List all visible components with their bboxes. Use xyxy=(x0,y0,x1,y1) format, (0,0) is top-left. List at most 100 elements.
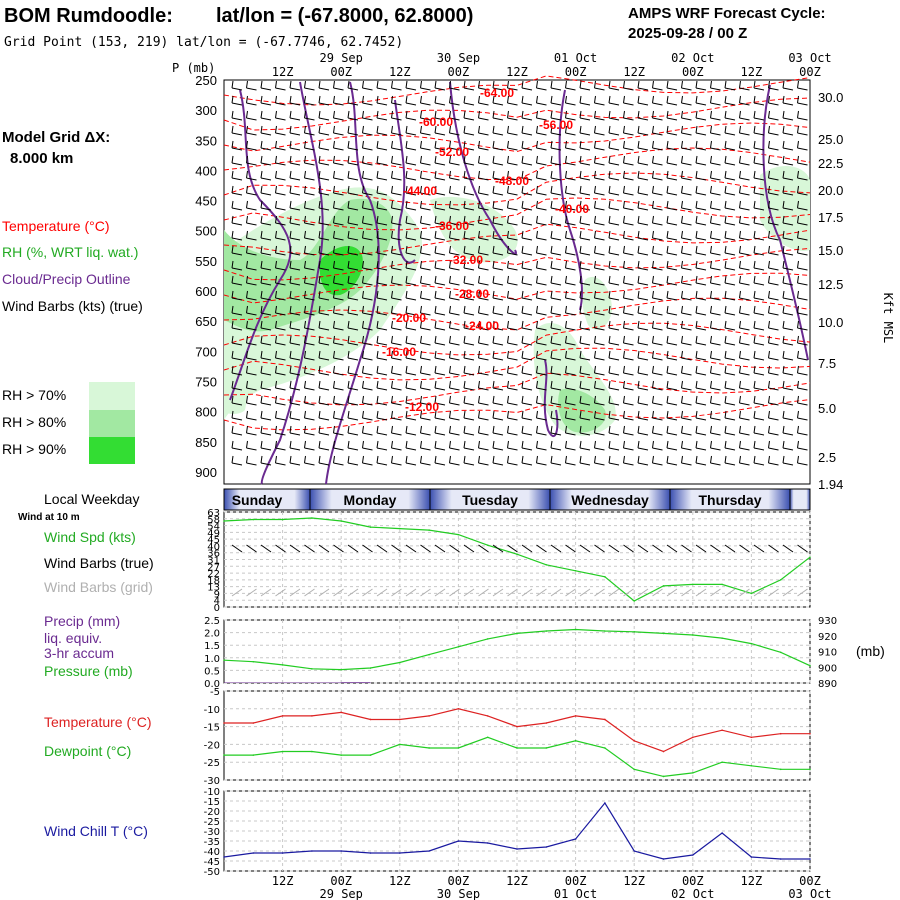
pressure-tick-label: 350 xyxy=(195,133,217,148)
temperature-contour-label: -32.00 xyxy=(449,253,483,267)
wind-barb-flag xyxy=(391,185,393,194)
wind-barb-flag xyxy=(739,320,741,329)
wind-barb-flag xyxy=(362,380,364,389)
wind-barb-flag xyxy=(623,215,625,224)
wind-barb-flag xyxy=(275,140,277,149)
wind-barb-shaft xyxy=(550,117,562,121)
height-tick-label: 12.5 xyxy=(818,277,843,292)
precip-liq-label: liq. equiv. xyxy=(44,630,102,646)
wind-barb-flag xyxy=(782,455,785,464)
wind-barb-flag xyxy=(594,440,596,449)
wind-barb-true xyxy=(724,544,736,553)
wind-barb-flag xyxy=(463,320,466,329)
wind-barb-shaft xyxy=(536,117,547,121)
legend-rh70-label: RH > 70% xyxy=(2,387,66,403)
wind-barb-flag xyxy=(304,380,306,389)
wind-barb-flag xyxy=(637,155,640,164)
wind-speed-line-point xyxy=(223,520,225,522)
wind-barb-shaft xyxy=(695,117,707,121)
wind-barb-shaft xyxy=(652,297,663,301)
wind-barb-shaft xyxy=(231,117,243,121)
wind-barb-flag xyxy=(434,155,437,164)
wind-barb-shaft xyxy=(637,222,649,226)
wind-barb-shaft xyxy=(478,102,489,106)
wind-barb-flag xyxy=(768,320,770,329)
height-tick-label: 20.0 xyxy=(818,183,843,198)
wind-barb-flag xyxy=(492,95,495,104)
wind-barb-flag xyxy=(405,185,408,194)
wind-barb-shaft xyxy=(376,327,388,331)
wind-barb-flag xyxy=(550,455,553,464)
wind-barb-flag xyxy=(623,380,625,389)
wind-barb-shaft xyxy=(695,252,707,256)
wind-barb-flag xyxy=(666,380,669,389)
wind-barb-flag xyxy=(376,350,379,359)
wind-barb-shaft xyxy=(405,357,417,361)
wind-barb-shaft xyxy=(550,402,562,406)
wind-barb-shaft xyxy=(608,177,620,181)
wind-barb-flag xyxy=(478,95,480,104)
top-date-label: 02 Oct xyxy=(671,51,714,65)
wind-barb-shaft xyxy=(434,372,446,376)
wind-barb-flag xyxy=(391,305,393,314)
panel-tick-label: 9 xyxy=(214,589,220,600)
wind-barb-flag xyxy=(405,410,408,419)
wind-barb-shaft xyxy=(739,162,750,166)
wind-barb-shaft xyxy=(347,192,359,196)
wind-barb-flag xyxy=(579,230,582,239)
wind-barb-flag xyxy=(289,335,292,344)
wind-barb-shaft xyxy=(420,132,431,136)
pressure-line-point xyxy=(750,642,753,645)
wind-barb-flag xyxy=(260,170,263,179)
wind-barb-flag xyxy=(579,365,582,374)
wind-barb-shaft xyxy=(739,267,750,271)
wind-barb-flag xyxy=(753,395,756,404)
pressure-line-point xyxy=(457,645,460,648)
wind-barb-shaft xyxy=(420,222,431,226)
wind-barb-flag xyxy=(463,350,466,359)
wind-barb-flag xyxy=(623,200,625,209)
wind-barb-flag xyxy=(289,185,292,194)
wind-barb-shaft xyxy=(768,207,779,211)
wind-barb-shaft xyxy=(304,357,315,361)
wind-barb-shaft xyxy=(623,102,634,106)
wind-barb-flag xyxy=(681,440,683,449)
wind-barb-shaft xyxy=(753,462,765,466)
panel-tick-label: -35 xyxy=(204,837,220,848)
wind-barb-flag xyxy=(666,320,669,329)
wind-barb-grid xyxy=(666,588,678,597)
wind-barb-shaft xyxy=(289,237,301,241)
rh70-area-mid xyxy=(430,196,518,263)
wind-barb-flag xyxy=(724,425,727,434)
wind-barb-flag xyxy=(739,80,741,89)
wind-barb-shaft xyxy=(550,237,562,241)
wind-barb-shaft xyxy=(463,222,475,226)
wind-barb-flag xyxy=(492,425,495,434)
wind-barb-flag xyxy=(623,140,625,149)
wind-barb-shaft xyxy=(695,447,707,451)
wind-barb-grid xyxy=(246,588,257,597)
wind-barb-shaft xyxy=(362,402,373,406)
wind-barb-grid xyxy=(521,588,533,597)
wind-barb-flag xyxy=(579,125,582,134)
wind-barb-flag xyxy=(362,170,364,179)
wind-barb-shaft xyxy=(420,297,431,301)
bottom-hour-label: 12Z xyxy=(741,874,763,888)
wind-barb-shaft xyxy=(231,462,243,466)
wind-barb-flag xyxy=(376,260,379,269)
wind-barb-flag xyxy=(666,155,669,164)
wind-barb-flag xyxy=(449,200,451,209)
wind-barb-flag xyxy=(492,260,495,269)
wind-barb-flag xyxy=(652,305,654,314)
wind-barb-flag xyxy=(623,425,625,434)
wind-barb-grid xyxy=(579,588,591,597)
wind-barb-shaft xyxy=(637,297,649,301)
wind-barb-flag xyxy=(768,185,770,194)
wind-speed-line-point xyxy=(369,526,372,528)
wind-barb-shaft xyxy=(623,252,634,256)
wind-barb-true xyxy=(246,544,257,553)
wind-barb-shaft xyxy=(391,387,402,391)
wind-barb-shaft xyxy=(782,207,794,211)
